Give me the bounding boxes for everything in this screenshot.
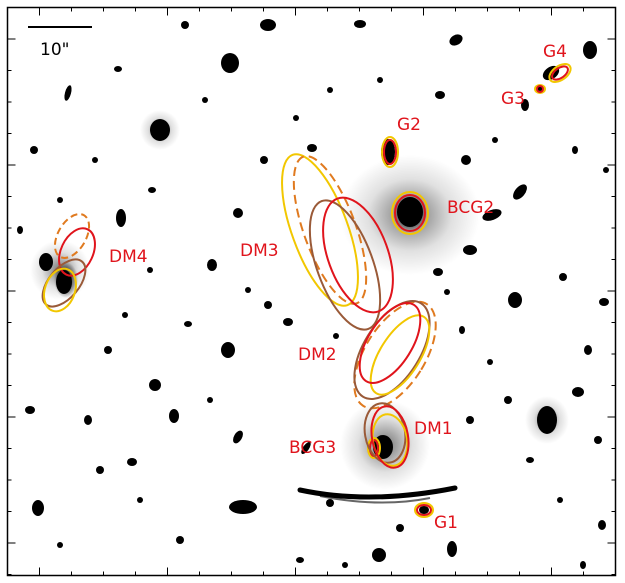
label-bcg2: BCG2 (447, 198, 494, 218)
scale-bar-label: 10" (40, 40, 69, 60)
label-dm4: DM4 (109, 247, 148, 267)
label-g1: G1 (434, 513, 458, 533)
label-g2: G2 (397, 115, 421, 135)
label-dm2: DM2 (298, 345, 337, 365)
label-dm3: DM3 (240, 241, 279, 261)
frame-ticks (7, 7, 616, 576)
label-bcg3: BCG3 (289, 438, 336, 458)
label-g3: G3 (501, 89, 525, 109)
label-dm1: DM1 (414, 419, 453, 439)
lensed-arc-inner (319, 495, 431, 504)
object-labels: G4 G3 G2 BCG2 DM3 DM4 DM2 DM1 BCG3 G1 (109, 42, 567, 533)
lensed-arc (297, 485, 458, 500)
dm-contours (41, 153, 437, 469)
label-g4: G4 (543, 42, 567, 62)
